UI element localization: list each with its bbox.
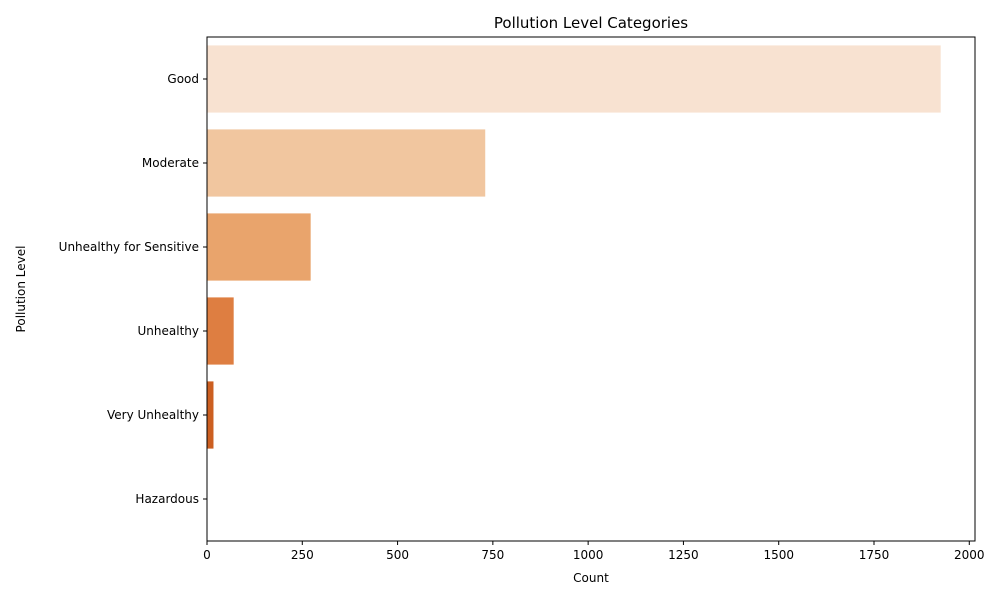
x-tick-label: 250 — [291, 548, 314, 562]
bar-unhealthy-for-sensitive — [207, 213, 311, 280]
bar-good — [207, 45, 941, 112]
x-tick-label: 1750 — [859, 548, 890, 562]
bar-unhealthy — [207, 297, 234, 364]
y-tick-label: Very Unhealthy — [107, 408, 199, 422]
y-axis-label: Pollution Level — [14, 246, 28, 333]
x-axis: 0 250 500 750 1000 1250 1500 1750 2000 — [203, 541, 984, 562]
x-tick-label: 500 — [386, 548, 409, 562]
y-tick-label: Good — [167, 72, 199, 86]
x-tick-label: 1250 — [668, 548, 699, 562]
y-tick-label: Hazardous — [135, 492, 199, 506]
y-tick-label: Unhealthy for Sensitive — [59, 240, 199, 254]
bar-very-unhealthy — [207, 381, 213, 448]
bars-layer — [207, 45, 941, 532]
chart-title: Pollution Level Categories — [494, 14, 688, 32]
x-axis-label: Count — [573, 571, 609, 585]
bar-moderate — [207, 129, 485, 196]
x-tick-label: 1000 — [573, 548, 604, 562]
x-tick-label: 2000 — [954, 548, 985, 562]
y-tick-label: Unhealthy — [138, 324, 199, 338]
x-tick-label: 1500 — [763, 548, 794, 562]
x-tick-label: 750 — [481, 548, 504, 562]
y-tick-label: Moderate — [142, 156, 199, 170]
y-axis: Good Moderate Unhealthy for Sensitive Unhea… — [59, 72, 207, 506]
x-tick-label: 0 — [203, 548, 211, 562]
